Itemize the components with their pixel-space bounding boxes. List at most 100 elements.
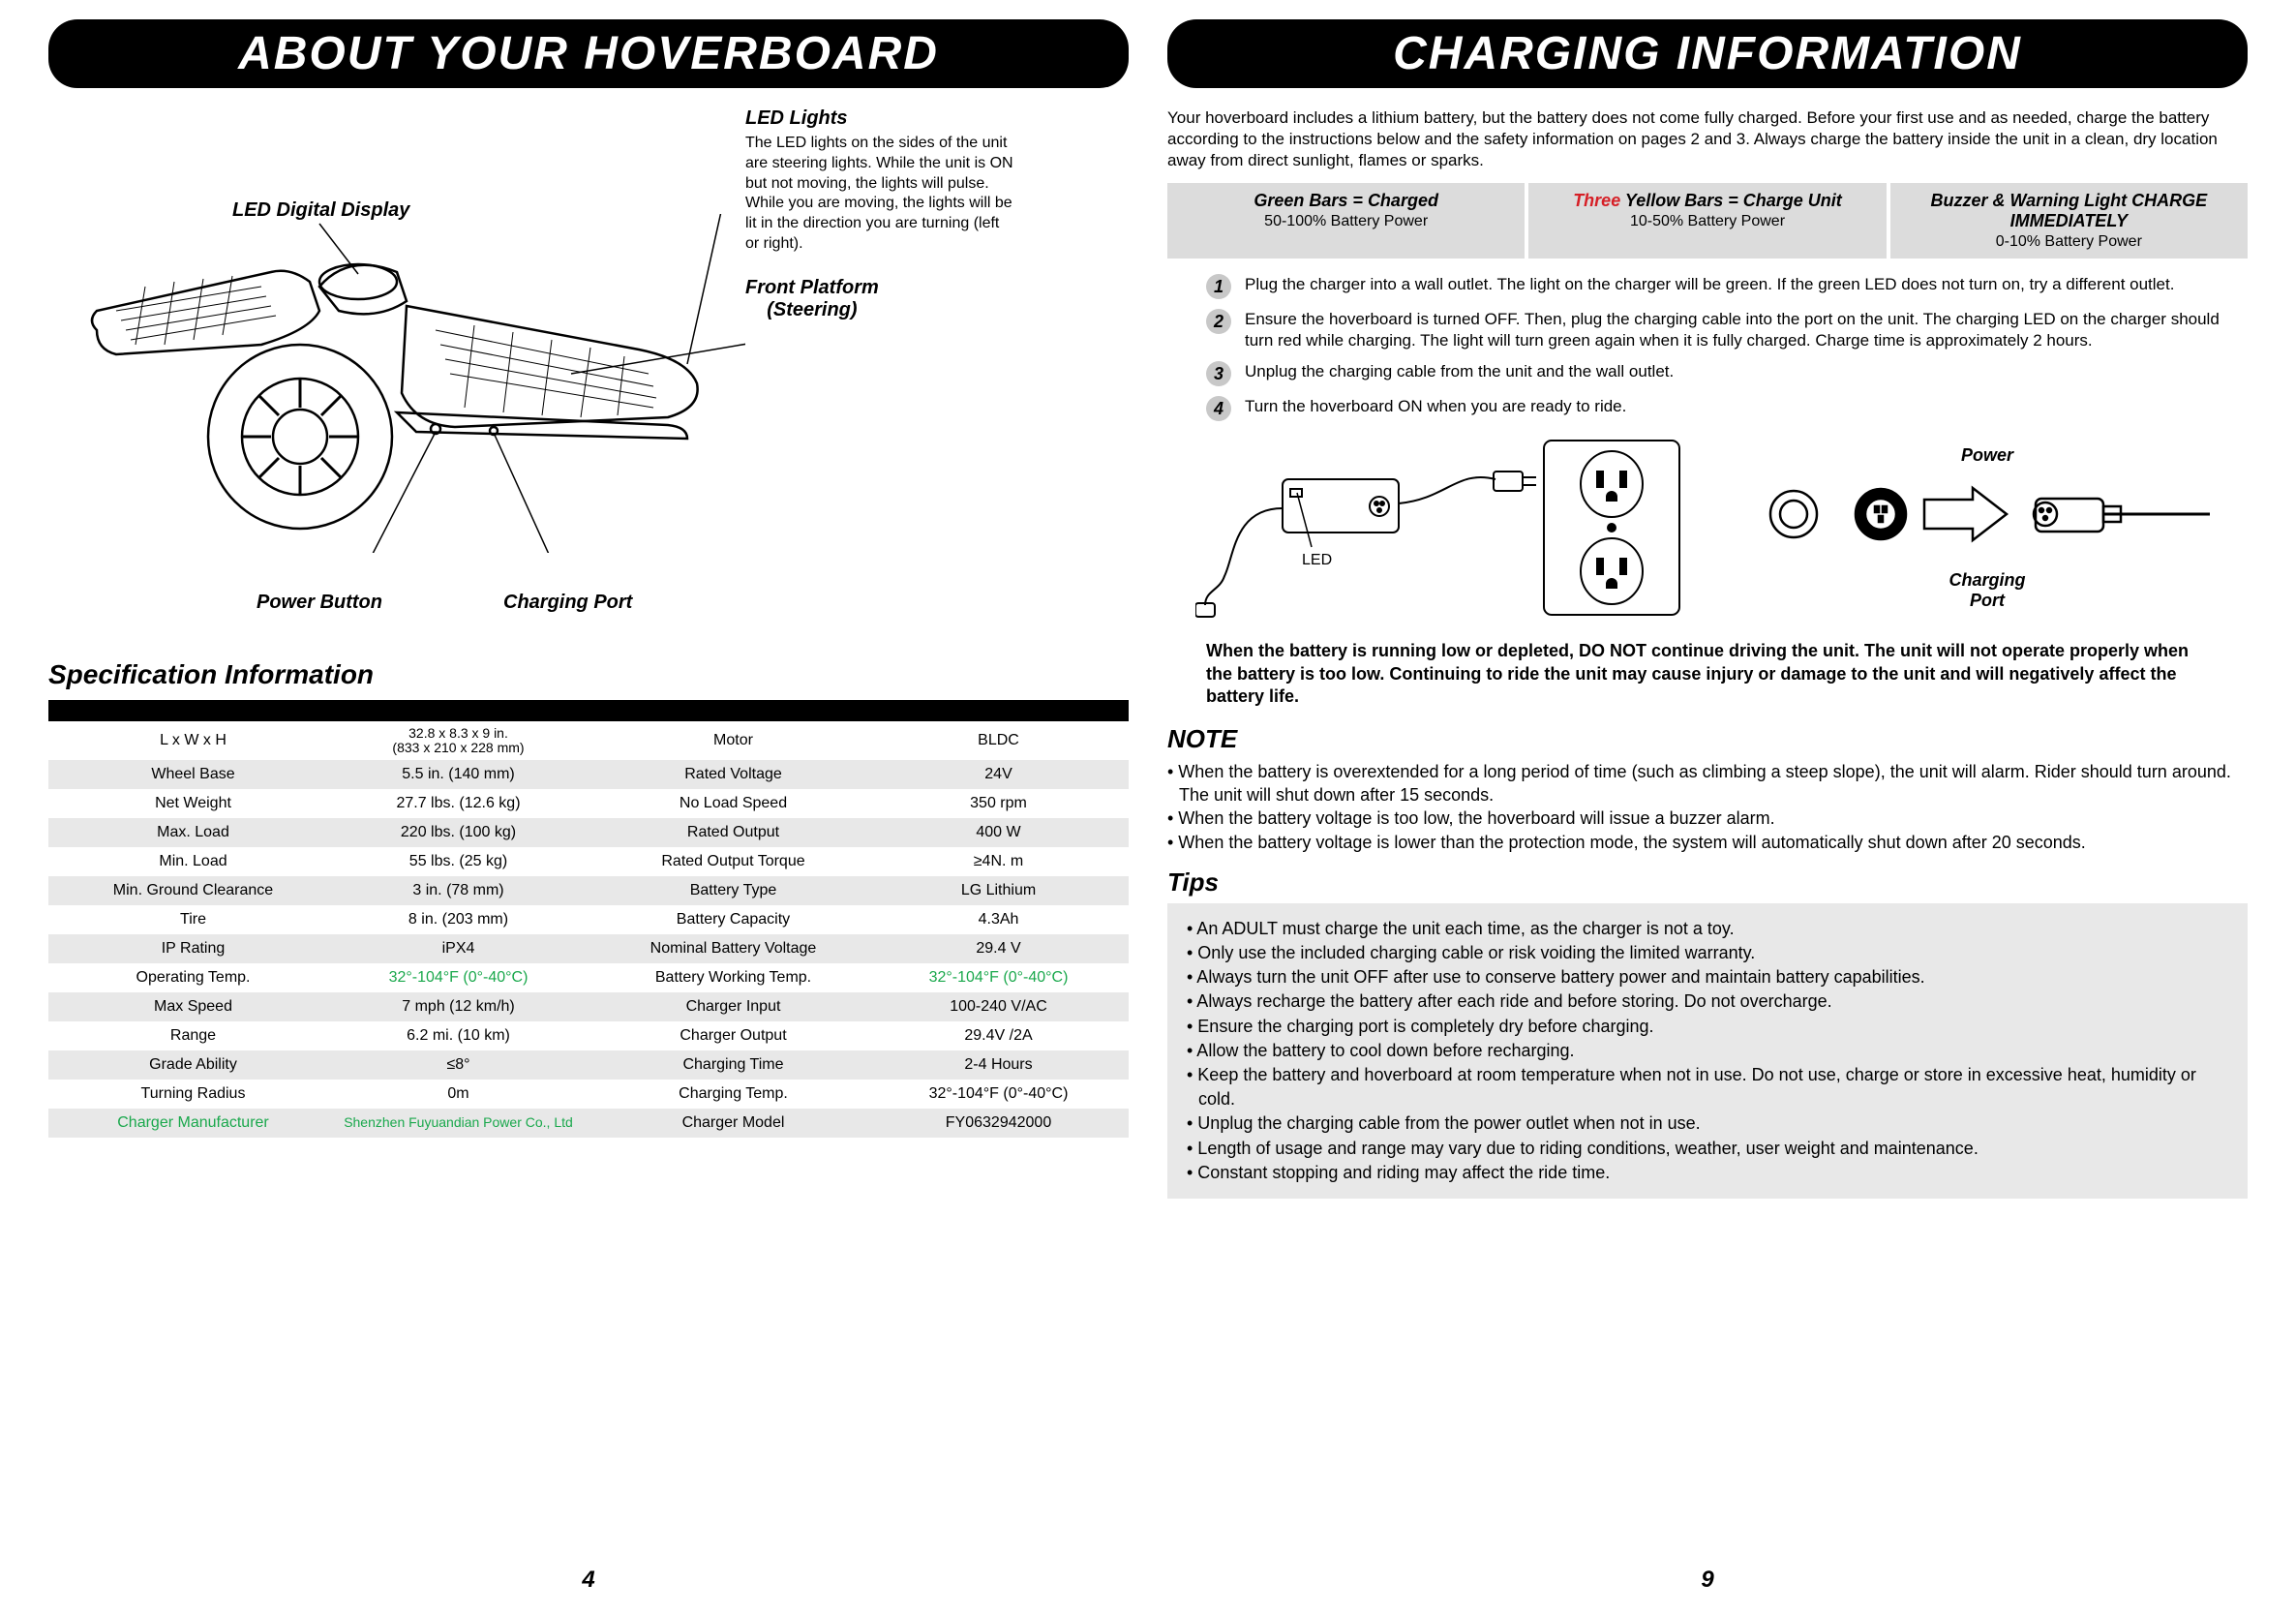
- step-number: 4: [1206, 396, 1231, 421]
- charging-intro: Your hoverboard includes a lithium batte…: [1167, 107, 2248, 171]
- note-item: • When the battery voltage is too low, t…: [1167, 806, 2248, 830]
- note-item: • When the battery voltage is lower than…: [1167, 831, 2248, 854]
- spec-value: 0m: [318, 1085, 589, 1103]
- spec-label: IP Rating: [48, 940, 318, 958]
- status-sub: 50-100% Battery Power: [1177, 213, 1515, 230]
- charging-banner: CHARGING INFORMATION: [1167, 19, 2248, 88]
- callout-power-button: Power Button: [257, 592, 382, 614]
- spec-label: Tire: [48, 911, 318, 928]
- status-sub: 0-10% Battery Power: [1900, 233, 2238, 251]
- tip-item: • Only use the included charging cable o…: [1187, 941, 2228, 965]
- spec-label: Max Speed: [48, 998, 318, 1016]
- spec-row: Range6.2 mi. (10 km): [48, 1021, 589, 1050]
- step-text: Ensure the hoverboard is turned OFF. The…: [1245, 309, 2248, 351]
- spec-row: Net Weight27.7 lbs. (12.6 kg): [48, 789, 589, 818]
- callout-led-lights: LED Lights The LED lights on the sides o…: [745, 107, 1016, 255]
- spec-value: BLDC: [859, 732, 1129, 749]
- spec-header-bar: [48, 700, 589, 721]
- spec-row: MotorBLDC: [589, 721, 1129, 760]
- spec-value: 32°-104°F (0°-40°C): [859, 1085, 1129, 1103]
- spec-table: L x W x H32.8 x 8.3 x 9 in. (833 x 210 x…: [48, 700, 1129, 1138]
- spec-row: Rated Output400 W: [589, 818, 1129, 847]
- tip-item: • An ADULT must charge the unit each tim…: [1187, 917, 2228, 941]
- spec-row: Min. Ground Clearance3 in. (78 mm): [48, 876, 589, 905]
- charger-diagram: LED Power: [1167, 431, 2248, 624]
- charger-outlet-illustration: LED: [1195, 431, 1699, 624]
- spec-label: Charging Time: [589, 1056, 859, 1074]
- spec-label: Charging Temp.: [589, 1085, 859, 1103]
- spec-row: Charger ManufacturerShenzhen Fuyuandian …: [48, 1109, 589, 1138]
- spec-value: 29.4 V: [859, 940, 1129, 958]
- charging-step: 1Plug the charger into a wall outlet. Th…: [1206, 274, 2248, 299]
- spec-value: 220 lbs. (100 kg): [318, 824, 589, 841]
- spec-row: Charger ModelFY0632942000: [589, 1109, 1129, 1138]
- status-title: Buzzer & Warning Light CHARGE IMMEDIATEL…: [1900, 191, 2238, 231]
- spec-row: Charger Output29.4V /2A: [589, 1021, 1129, 1050]
- tips-heading: Tips: [1167, 867, 2248, 898]
- hoverboard-illustration: [68, 214, 745, 553]
- tip-item: • Length of usage and range may vary due…: [1187, 1137, 2228, 1161]
- spec-row: Max Speed7 mph (12 km/h): [48, 992, 589, 1021]
- tips-box: • An ADULT must charge the unit each tim…: [1167, 903, 2248, 1199]
- spec-label: Net Weight: [48, 795, 318, 812]
- hoverboard-diagram: LED Lights The LED lights on the sides o…: [48, 107, 1129, 630]
- callout-front-platform: Front Platform (Steering): [745, 277, 879, 321]
- spec-label: No Load Speed: [589, 795, 859, 812]
- spec-col-left: L x W x H32.8 x 8.3 x 9 in. (833 x 210 x…: [48, 700, 589, 1138]
- spec-label: Battery Capacity: [589, 911, 859, 928]
- status-title: Green Bars = Charged: [1177, 191, 1515, 211]
- spec-value: 55 lbs. (25 kg): [318, 853, 589, 870]
- spec-value: 27.7 lbs. (12.6 kg): [318, 795, 589, 812]
- spec-value: 32°-104°F (0°-40°C): [318, 969, 589, 987]
- charging-step: 4Turn the hoverboard ON when you are rea…: [1206, 396, 2248, 421]
- status-box: Buzzer & Warning Light CHARGE IMMEDIATEL…: [1890, 183, 2248, 259]
- tip-item: • Always turn the unit OFF after use to …: [1187, 965, 2228, 989]
- page-number-right: 9: [1701, 1567, 1713, 1594]
- spec-value: 32.8 x 8.3 x 9 in. (833 x 210 x 228 mm): [318, 726, 589, 756]
- spec-col-right: MotorBLDCRated Voltage24VNo Load Speed35…: [589, 700, 1129, 1138]
- spec-row: L x W x H32.8 x 8.3 x 9 in. (833 x 210 x…: [48, 721, 589, 760]
- tip-item: • Allow the battery to cool down before …: [1187, 1039, 2228, 1063]
- spec-label: Motor: [589, 732, 859, 749]
- spec-row: Min. Load55 lbs. (25 kg): [48, 847, 589, 876]
- note-item: • When the battery is overextended for a…: [1167, 760, 2248, 807]
- spec-row: Operating Temp.32°-104°F (0°-40°C): [48, 963, 589, 992]
- spec-value: 32°-104°F (0°-40°C): [859, 969, 1129, 987]
- tip-item: • Constant stopping and riding may affec…: [1187, 1161, 2228, 1185]
- status-box: Three Yellow Bars = Charge Unit10-50% Ba…: [1528, 183, 1886, 259]
- spec-label: Range: [48, 1027, 318, 1045]
- left-page: ABOUT YOUR HOVERBOARD LED Lights The LED…: [29, 19, 1148, 1594]
- note-list: • When the battery is overextended for a…: [1167, 760, 2248, 854]
- callout-led-lights-title: LED Lights: [745, 107, 1016, 130]
- spec-row: Turning Radius0m: [48, 1080, 589, 1109]
- spec-value: 5.5 in. (140 mm): [318, 766, 589, 783]
- step-text: Unplug the charging cable from the unit …: [1245, 361, 1674, 382]
- spec-row: Charging Temp.32°-104°F (0°-40°C): [589, 1080, 1129, 1109]
- tip-item: • Always recharge the battery after each…: [1187, 989, 2228, 1014]
- spec-value: 100-240 V/AC: [859, 998, 1129, 1016]
- spec-label: Charger Model: [589, 1114, 859, 1132]
- spec-heading: Specification Information: [48, 659, 1129, 690]
- status-sub: 10-50% Battery Power: [1538, 213, 1876, 230]
- spec-value: 7 mph (12 km/h): [318, 998, 589, 1016]
- spec-value: 8 in. (203 mm): [318, 911, 589, 928]
- spec-row: IP RatingiPX4: [48, 934, 589, 963]
- spec-label: Max. Load: [48, 824, 318, 841]
- charging-step: 3Unplug the charging cable from the unit…: [1206, 361, 2248, 386]
- spec-label: Grade Ability: [48, 1056, 318, 1074]
- spec-row: Tire8 in. (203 mm): [48, 905, 589, 934]
- battery-status-row: Green Bars = Charged 50-100% Battery Powe…: [1167, 183, 2248, 259]
- charging-steps: 1Plug the charger into a wall outlet. Th…: [1206, 274, 2248, 421]
- ports-illustration: [1755, 466, 2220, 582]
- spec-value: 24V: [859, 766, 1129, 783]
- spec-label: Rated Voltage: [589, 766, 859, 783]
- spec-value: 350 rpm: [859, 795, 1129, 812]
- spec-label: Rated Output: [589, 824, 859, 841]
- spec-label: Min. Ground Clearance: [48, 882, 318, 899]
- charging-port-label: Charging Port: [1949, 570, 2026, 611]
- right-page: CHARGING INFORMATION Your hoverboard inc…: [1148, 19, 2267, 1594]
- spec-row: Max. Load220 lbs. (100 kg): [48, 818, 589, 847]
- step-text: Plug the charger into a wall outlet. The…: [1245, 274, 2174, 295]
- tip-item: • Keep the battery and hoverboard at roo…: [1187, 1063, 2228, 1111]
- spec-row: Battery Working Temp.32°-104°F (0°-40°C): [589, 963, 1129, 992]
